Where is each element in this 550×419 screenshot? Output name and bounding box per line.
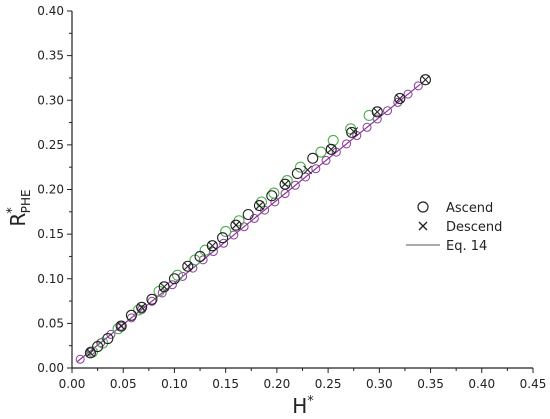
y-axis-title-main: R <box>6 213 30 227</box>
y-tick-label: 0.10 <box>37 272 64 286</box>
eq14-marker <box>219 238 229 248</box>
eq14-marker <box>321 155 331 165</box>
ascend-point <box>136 301 148 313</box>
descend-point <box>421 75 430 85</box>
descend-point <box>372 107 382 117</box>
eq14-marker <box>362 122 372 132</box>
ascend-point <box>92 341 104 353</box>
y-axis-title-sub: PHE <box>19 189 33 213</box>
y-tick-label: 0.40 <box>37 4 64 18</box>
descend-point <box>303 165 313 175</box>
ascend-point <box>230 219 242 231</box>
eq14-marker <box>290 180 300 190</box>
ascend-point <box>266 190 278 202</box>
descend-point <box>116 321 126 331</box>
x-axis-title-main: H <box>292 394 307 418</box>
x-tick-label: 0.30 <box>366 377 393 391</box>
ascend-point <box>325 143 337 155</box>
y-axis-title-group: R*PHE <box>5 189 33 226</box>
x-tick-label: 0.05 <box>110 377 137 391</box>
x-tick-label: 0.35 <box>417 377 444 391</box>
descend-point <box>183 261 193 271</box>
descend-point <box>207 241 217 251</box>
eq14-marker <box>311 164 321 174</box>
ascend-point <box>206 240 218 252</box>
x-tick-label: 0.10 <box>161 377 188 391</box>
green-point <box>171 269 184 281</box>
ascend-point <box>194 250 206 262</box>
ascend-point <box>84 347 96 359</box>
eq14-marker <box>198 255 208 265</box>
eq14-marker <box>383 106 393 116</box>
ascend-point <box>125 309 137 321</box>
ascend-point <box>371 106 383 118</box>
eq14-marker <box>393 97 403 107</box>
descend-point <box>255 201 264 210</box>
ascend-point <box>394 92 406 105</box>
ascend-point <box>279 178 291 190</box>
green-point <box>268 187 280 199</box>
x-tick-label: 0.00 <box>59 377 86 391</box>
ascend-point <box>346 126 358 138</box>
y-axis-title-sup: * <box>5 207 20 214</box>
green-point <box>294 161 307 173</box>
legend-ascend-marker <box>417 201 429 213</box>
ascend-point <box>419 74 431 86</box>
legend-ascend-label: Ascend <box>446 201 493 216</box>
descend-point <box>159 282 169 292</box>
ascend-point <box>158 281 170 293</box>
y-tick-label: 0.15 <box>37 227 64 241</box>
descend-point <box>395 94 405 103</box>
x-tick-label: 0.45 <box>520 377 547 391</box>
ascend-point <box>307 152 319 164</box>
descend-point <box>349 127 359 136</box>
descend-point <box>280 179 290 189</box>
ascend-point <box>102 332 114 345</box>
x-axis-title-sup: * <box>307 394 314 409</box>
ascend-point <box>253 200 266 212</box>
tick-labels: 0.00 0.05 0.10 0.15 0.20 0.25 0.30 0.35 0.40 0.45… <box>37 4 546 391</box>
legend-eq14-label: Eq. 14 <box>446 239 487 254</box>
green-point <box>315 146 327 158</box>
x-tick-label: 0.25 <box>315 377 342 391</box>
eq14-marker <box>208 247 218 257</box>
x-tick-label: 0.15 <box>212 377 239 391</box>
ascend-point <box>242 208 254 221</box>
eq14-marker <box>342 139 352 149</box>
green-point <box>220 225 232 237</box>
eq14-marker <box>403 89 413 99</box>
y-tick-label: 0.35 <box>37 49 64 63</box>
eq14-marker <box>413 81 423 91</box>
y-tick-label: 0.20 <box>37 183 64 197</box>
green-point <box>199 244 211 256</box>
legend-descend-label: Descend <box>446 220 502 235</box>
ascend-point <box>115 320 127 332</box>
x-axis-title: H* <box>292 394 314 418</box>
y-tick-label: 0.30 <box>37 93 64 107</box>
eq14-marker <box>106 329 116 339</box>
green-point <box>327 134 339 146</box>
descend-point <box>137 302 147 312</box>
x-tick-label: 0.40 <box>468 377 495 391</box>
eq14-marker <box>75 354 85 364</box>
plot-area <box>75 74 431 364</box>
descend-point <box>86 348 95 358</box>
y-axis-title: R*PHE <box>5 189 33 226</box>
ascend-point <box>182 260 194 272</box>
legend-descend-marker <box>418 221 428 231</box>
legend: Ascend Descend Eq. 14 <box>406 201 502 254</box>
descend-point <box>326 144 336 154</box>
y-tick-label: 0.05 <box>37 316 64 330</box>
ascend-point <box>146 293 158 305</box>
ascend-point <box>217 232 229 244</box>
ascend-point <box>168 273 180 285</box>
x-tick-label: 0.20 <box>264 377 291 391</box>
eq14-marker <box>116 321 126 331</box>
axes <box>67 10 534 373</box>
y-tick-label: 0.00 <box>37 361 64 375</box>
ascend-point <box>291 167 303 179</box>
descend-point <box>231 220 241 230</box>
y-tick-label: 0.25 <box>37 138 64 152</box>
